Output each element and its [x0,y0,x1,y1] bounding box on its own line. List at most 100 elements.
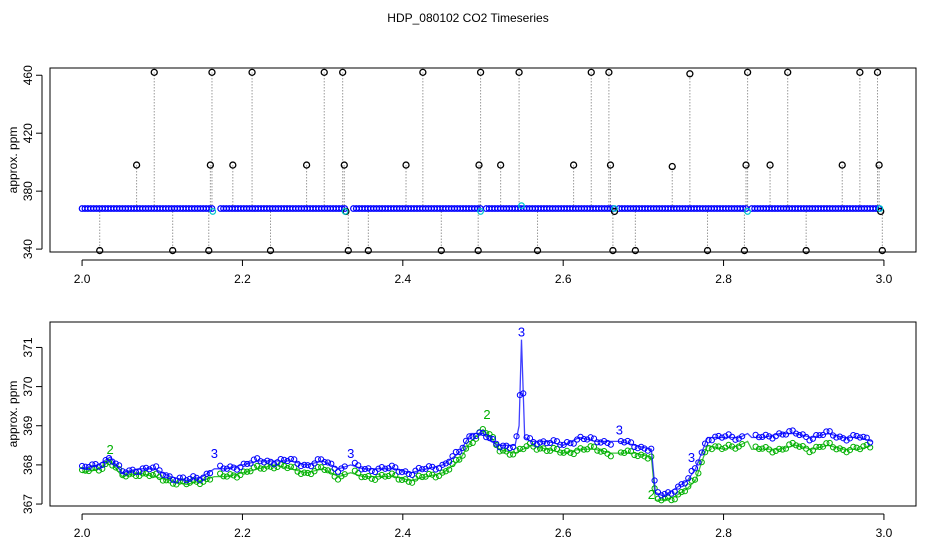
series-point [119,468,126,475]
spike-point [205,246,213,255]
top-plot-panel: 2.0 2.2 2.4 2.6 2.8 3.0 340 380 420 460 approx. … [6,65,917,286]
series-point [691,476,699,483]
series-point [237,471,244,479]
cyan-point [744,208,752,215]
series-point [479,426,486,433]
bottom-y-axis-label: approx. ppm [6,381,20,448]
series-point [227,463,234,470]
spike-point [631,246,640,255]
spike-point [703,246,712,255]
series-point [378,471,385,479]
top-spike-connectors [99,72,883,251]
series-point [627,448,635,455]
y-tick-label: 380 [21,181,35,201]
top-y-axis-label: approx. ppm [6,127,20,194]
spike-point [96,246,104,255]
spike-point [784,68,792,76]
series-point [533,446,540,453]
series-point [112,460,119,467]
series-point [846,447,854,454]
series-point [274,459,281,466]
series-point [479,429,486,436]
bottom-x-axis: 2.0 2.2 2.4 2.6 2.8 3.0 [74,513,893,540]
series-3-label: 3 [616,422,623,437]
x-tick-label: 2.0 [74,526,91,540]
series-point [627,439,635,446]
series-point [476,429,483,436]
spike-point [475,161,483,169]
spike-point [873,68,882,76]
spike-point [766,161,774,169]
spike-point [150,68,158,76]
series-point [277,455,284,463]
series-point [459,444,466,451]
baseline-point [208,205,216,212]
series-point [712,433,719,440]
cyan-point [518,202,525,210]
series-point [153,470,160,477]
cyan-point [209,208,217,215]
series-point [439,469,446,476]
series-point [853,444,860,451]
spike-point [515,68,523,76]
cyan-point [477,208,484,215]
spike-point [437,246,445,255]
series-point [405,478,412,485]
spike-point [878,246,886,255]
series-point [867,439,874,446]
series-point [604,439,611,447]
series-point [452,448,459,456]
x-tick-label: 2.6 [555,526,572,540]
series-point [217,470,224,477]
series-point [853,432,860,440]
series-point [860,433,867,440]
series-point [462,445,470,452]
series-point [806,437,813,444]
spike-point [476,68,485,76]
series-point [678,488,685,496]
spike-point [340,161,348,169]
series-point [442,468,449,475]
x-tick-label: 2.6 [555,272,572,286]
spike-point [208,68,216,76]
series-point [739,441,746,448]
series-point [321,458,328,466]
y-tick-label: 340 [21,239,35,259]
spike-point [610,207,619,216]
series-point [594,439,601,446]
x-tick-label: 3.0 [876,272,893,286]
cyan-point [876,205,884,212]
top-plot-frame [49,67,917,253]
series-3-label: 3 [518,325,525,340]
series-point [813,443,820,450]
series-point [543,447,550,455]
y-tick-label: 367 [21,494,35,514]
series-point [570,450,577,458]
series-point [617,449,625,456]
y-tick-label: 370 [21,376,35,396]
series-3-label: 3 [688,450,695,465]
spike-point [402,161,410,169]
spike-point [132,161,141,169]
bottom-plot-marks: 3 3 3 3 3 2 2 2 [78,325,874,504]
y-tick-label: 371 [21,337,35,357]
top-cyan-points [209,202,884,215]
spike-point [606,161,615,169]
series-point [452,456,459,463]
top-x-axis: 2.0 2.2 2.4 2.6 2.8 3.0 [74,259,893,286]
cyan-point [341,208,349,215]
figure-title: HDP_080102 CO2 Timeseries [387,11,548,25]
series-point [570,440,577,447]
x-tick-label: 3.0 [876,526,893,540]
series-point [203,470,210,477]
top-spike-points [96,68,886,255]
series-point [237,464,244,471]
spike-point [474,246,482,255]
series-point [392,464,399,471]
series-point [456,456,463,463]
series-point [543,440,550,447]
bottom-y-axis: 367 368 369 370 371 [21,337,43,514]
series-2-label: 2 [107,442,114,457]
series-point [782,431,790,438]
spike-point [266,246,275,255]
